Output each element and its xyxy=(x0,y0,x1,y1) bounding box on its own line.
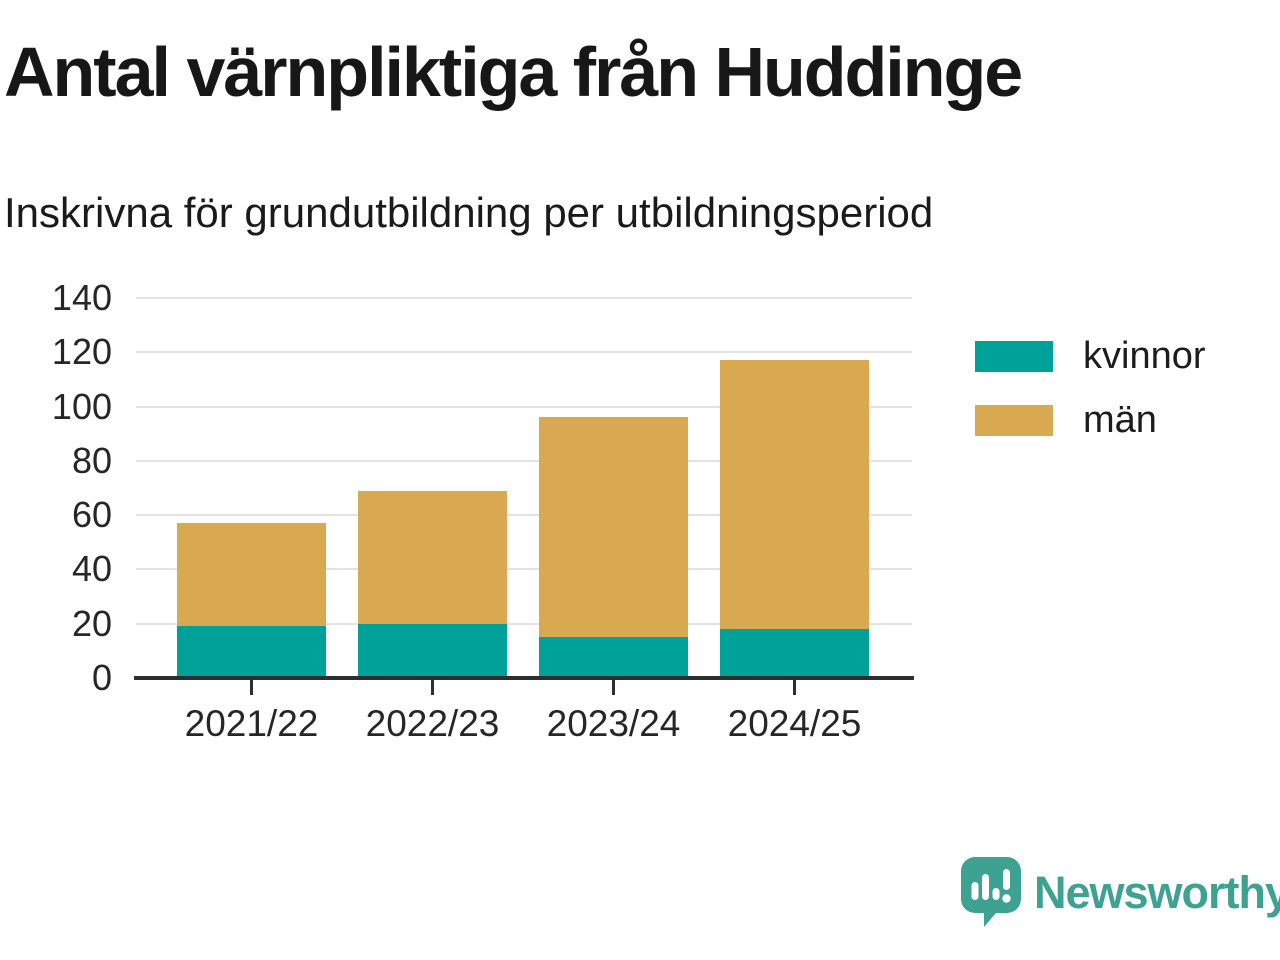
x-axis-tick-2023/24 xyxy=(612,680,615,695)
gridline-80 xyxy=(136,459,912,462)
legend-item-män: män xyxy=(975,401,1206,439)
gridline-20 xyxy=(136,622,912,625)
bar-chart-speech-bubble-icon xyxy=(961,857,1021,927)
x-axis-tick-2022/23 xyxy=(431,680,434,695)
gridline-60 xyxy=(136,514,912,517)
legend-swatch-kvinnor xyxy=(975,340,1053,372)
y-axis-label-100: 100 xyxy=(51,385,112,427)
gridline-140 xyxy=(136,297,912,299)
y-axis-label-140: 140 xyxy=(51,277,112,318)
bar-segment-kvinnor-2023/24 xyxy=(539,637,688,678)
bar-segment-kvinnor-2021/22 xyxy=(177,626,326,678)
x-axis-label-2022/23: 2022/23 xyxy=(365,703,500,744)
x-axis-tick-2021/22 xyxy=(250,680,253,695)
x-axis-tick-2024/25 xyxy=(793,680,796,695)
x-axis-label-2023/24: 2023/24 xyxy=(546,703,681,744)
bar-segment-kvinnor-2022/23 xyxy=(358,623,507,678)
y-axis-label-20: 20 xyxy=(71,602,112,644)
y-axis-label-0: 0 xyxy=(91,657,112,698)
legend-label-kvinnor: kvinnor xyxy=(1083,335,1206,377)
gridline-120 xyxy=(136,351,912,354)
y-axis-label-40: 40 xyxy=(71,548,112,590)
x-axis-label-2021/22: 2021/22 xyxy=(184,703,319,744)
bar-segment-man-2022/23 xyxy=(358,490,507,624)
legend-swatch-män xyxy=(975,404,1053,436)
x-axis-line xyxy=(134,676,914,680)
bar-segment-kvinnor-2024/25 xyxy=(720,629,869,678)
logo-text: Newsworthy xyxy=(1034,866,1280,918)
y-axis-label-60: 60 xyxy=(71,494,112,536)
x-axis-label-2024/25: 2024/25 xyxy=(727,703,862,744)
gridline-100 xyxy=(136,405,912,408)
y-axis-label-120: 120 xyxy=(51,331,112,373)
newsworthy-logo: Newsworthy xyxy=(960,856,1280,928)
y-axis-label-80: 80 xyxy=(71,439,112,481)
bar-segment-man-2024/25 xyxy=(720,360,869,630)
chart-legend: kvinnor män xyxy=(975,337,1206,465)
chart-title: Antal värnpliktiga från Huddinge xyxy=(4,33,1023,111)
legend-label-män: män xyxy=(1083,399,1157,441)
gridline-40 xyxy=(136,568,912,571)
chart-subtitle: Inskrivna för grundutbildning per utbild… xyxy=(4,189,934,236)
bar-segment-man-2021/22 xyxy=(177,523,326,627)
legend-item-kvinnor: kvinnor xyxy=(975,337,1206,375)
bar-segment-man-2023/24 xyxy=(539,417,688,638)
